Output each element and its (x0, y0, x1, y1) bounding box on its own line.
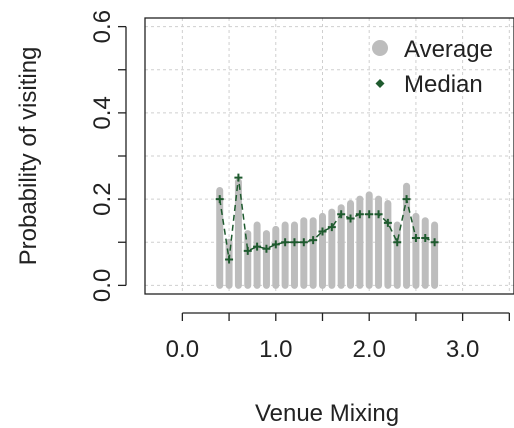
legend: Average Median (372, 36, 493, 98)
y-tick-label: 0.6 (89, 10, 116, 43)
y-tick-label: 0.0 (89, 269, 116, 302)
median-point (346, 214, 355, 223)
median-point (337, 210, 346, 219)
median-line (218, 177, 435, 260)
median-point (243, 246, 252, 255)
median-point (430, 238, 439, 247)
x-tick-label: 1.0 (259, 336, 292, 363)
median-point (290, 238, 299, 247)
median-point (374, 210, 383, 219)
legend-median-label: Median (404, 71, 483, 98)
median-point (365, 210, 374, 219)
average-bars (216, 178, 439, 289)
median-point (355, 210, 364, 219)
legend-median-symbol (375, 79, 385, 88)
legend-average-symbol (372, 40, 388, 56)
x-tick-label: 0.0 (166, 336, 199, 363)
y-tick-label: 0.4 (89, 96, 116, 129)
median-point (225, 255, 234, 264)
median-point (281, 238, 290, 247)
x-tick-label: 3.0 (446, 336, 479, 363)
median-point (421, 233, 430, 242)
median-point (402, 195, 411, 204)
median-point (215, 195, 224, 204)
median-series (215, 173, 439, 264)
median-point (299, 238, 308, 247)
median-point (327, 223, 336, 232)
median-point (383, 218, 392, 227)
x-axis-title: Venue Mixing (255, 400, 399, 427)
median-point (253, 242, 262, 251)
median-point (309, 236, 318, 245)
x-tick-label: 2.0 (353, 336, 386, 363)
median-point (271, 240, 280, 249)
median-point (411, 233, 420, 242)
median-point (234, 173, 243, 182)
median-point (393, 238, 402, 247)
plot-frame (144, 17, 514, 295)
legend-average-label: Average (404, 36, 493, 63)
axes: 0.0 1.0 2.0 3.0 0.0 0.2 0.4 0.6 (89, 10, 510, 363)
y-axis-title: Probability of visiting (15, 47, 42, 266)
median-point (318, 227, 327, 236)
y-tick-label: 0.2 (89, 182, 116, 215)
median-point (262, 244, 271, 253)
